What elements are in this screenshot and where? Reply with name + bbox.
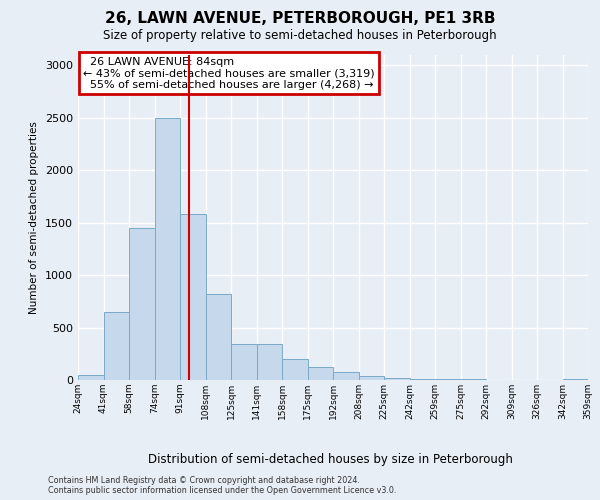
Bar xyxy=(257,344,282,380)
Bar xyxy=(282,359,308,380)
Text: 26 LAWN AVENUE: 84sqm
← 43% of semi-detached houses are smaller (3,319)
  55% of: 26 LAWN AVENUE: 84sqm ← 43% of semi-deta… xyxy=(83,56,375,90)
Bar xyxy=(104,312,129,380)
Bar xyxy=(333,372,359,380)
Bar xyxy=(129,228,155,380)
Text: 26, LAWN AVENUE, PETERBOROUGH, PE1 3RB: 26, LAWN AVENUE, PETERBOROUGH, PE1 3RB xyxy=(105,11,495,26)
Text: Distribution of semi-detached houses by size in Peterborough: Distribution of semi-detached houses by … xyxy=(148,452,512,466)
Bar xyxy=(384,378,409,380)
Y-axis label: Number of semi-detached properties: Number of semi-detached properties xyxy=(29,121,40,314)
Bar xyxy=(231,344,257,380)
Bar xyxy=(205,294,231,380)
Text: Size of property relative to semi-detached houses in Peterborough: Size of property relative to semi-detach… xyxy=(103,29,497,42)
Bar xyxy=(78,375,104,380)
Bar xyxy=(359,376,384,380)
Text: Contains HM Land Registry data © Crown copyright and database right 2024.
Contai: Contains HM Land Registry data © Crown c… xyxy=(48,476,397,495)
Bar xyxy=(180,214,205,380)
Bar xyxy=(409,379,435,380)
Bar xyxy=(155,118,180,380)
Bar xyxy=(308,368,333,380)
